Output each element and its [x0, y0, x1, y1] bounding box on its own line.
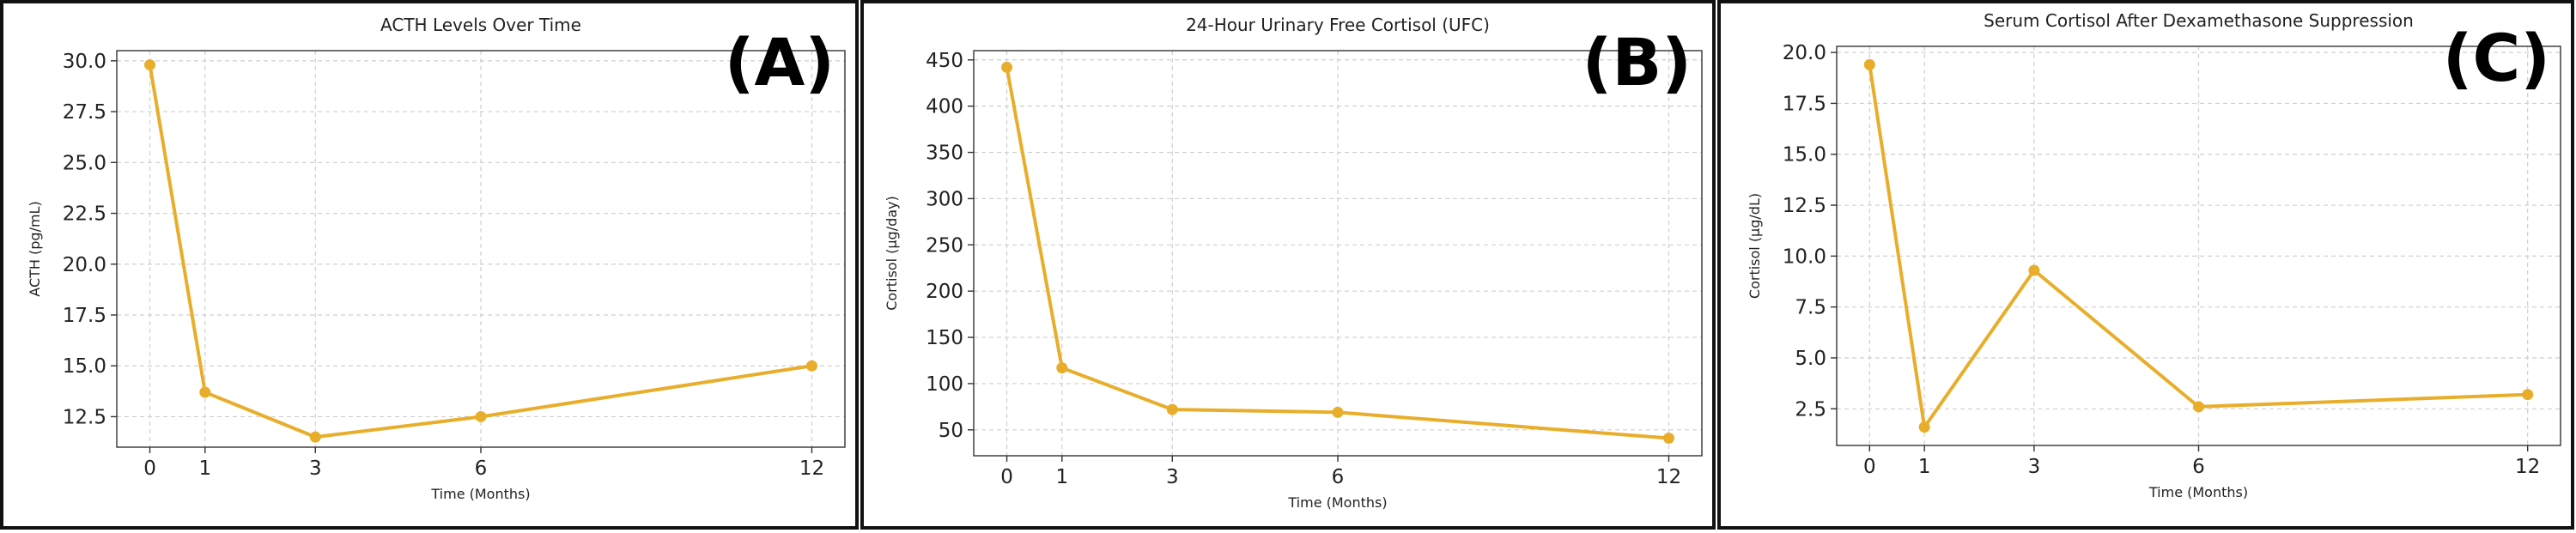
data-point — [144, 59, 156, 71]
chart-panel-a: 0 1 3 6 12 12.5 15.0 17.5 20.0 22.5 25.0 27.5 30.0 AC… — [0, 0, 859, 530]
y-tick-label: 15.0 — [63, 355, 106, 378]
y-tick-label: 350 — [926, 142, 963, 165]
data-point — [309, 431, 321, 443]
data-point — [199, 386, 211, 398]
x-tick-label: 6 — [2192, 456, 2205, 478]
chart-title: Serum Cortisol After Dexamethasone Suppr… — [1984, 10, 2414, 31]
y-tick-label: 20.0 — [63, 254, 106, 276]
y-tick-label: 200 — [926, 281, 963, 303]
y-tick-label: 5.0 — [1795, 348, 1826, 370]
x-tick-label: 12 — [1656, 466, 1681, 488]
data-point — [2193, 401, 2204, 413]
y-tick-label: 50 — [939, 420, 963, 442]
y-tick-label: 7.5 — [1795, 297, 1826, 319]
data-point — [1918, 421, 1930, 433]
grid — [974, 51, 1702, 456]
x-tick-label: 6 — [1332, 466, 1345, 488]
y-tick-label: 150 — [926, 327, 963, 349]
data-point — [1056, 362, 1068, 374]
chart-panel-b: 0 1 3 6 12 50 100 150 200 250 300 350 400 450 24-Hour … — [860, 0, 1716, 530]
y-tick-label: 20.0 — [1783, 42, 1826, 64]
y-tick-label: 15.0 — [1783, 144, 1826, 167]
panel-letter: (C) — [2443, 20, 2550, 96]
x-tick-label: 0 — [1000, 466, 1013, 488]
data-point — [1001, 61, 1013, 73]
x-tick-label: 6 — [475, 457, 488, 480]
x-tick-label: 1 — [1918, 456, 1931, 478]
y-tick-label: 17.5 — [1783, 93, 1826, 115]
y-tick-label: 12.5 — [63, 406, 106, 428]
y-tick-label: 2.5 — [1795, 398, 1826, 421]
x-axis-label: Time (Months) — [2148, 484, 2248, 500]
x-tick-label: 1 — [198, 457, 211, 480]
x-tick-label: 3 — [1166, 466, 1179, 488]
panel-letter: (B) — [1583, 24, 1692, 100]
y-tick-label: 27.5 — [63, 101, 106, 124]
data-point — [475, 410, 487, 422]
data-point — [1332, 406, 1344, 418]
x-tick-label: 3 — [309, 457, 322, 480]
chart-title: ACTH Levels Over Time — [380, 15, 581, 35]
panel-letter: (A) — [725, 24, 835, 100]
data-point — [1863, 58, 1875, 70]
data-point — [1662, 433, 1674, 445]
y-tick-label: 100 — [926, 373, 963, 396]
chart-title: 24-Hour Urinary Free Cortisol (UFC) — [1186, 15, 1490, 35]
grid — [117, 51, 845, 447]
x-tick-label: 0 — [143, 457, 156, 480]
chart-b: 0 1 3 6 12 50 100 150 200 250 300 350 400 450 24-Hour … — [884, 15, 1703, 511]
y-tick-label: 300 — [926, 188, 963, 210]
y-tick-label: 25.0 — [63, 152, 106, 174]
x-tick-label: 12 — [799, 457, 824, 480]
data-point — [2028, 264, 2040, 276]
x-tick-label: 1 — [1055, 466, 1068, 488]
y-tick-label: 12.5 — [1783, 195, 1826, 217]
data-point — [1166, 403, 1178, 415]
chart-c: 0 1 3 6 12 2.5 5.0 7.5 10.0 12.5 15.0 17.5 20.0 Serum… — [1747, 10, 2561, 500]
data-point — [2522, 389, 2534, 401]
y-tick-label: 22.5 — [63, 203, 106, 226]
y-tick-label: 450 — [926, 50, 963, 72]
x-tick-label: 12 — [2515, 456, 2540, 478]
chart-panel-c: 0 1 3 6 12 2.5 5.0 7.5 10.0 12.5 15.0 17.5 20.0 Serum… — [1717, 0, 2574, 530]
plot-area-frame — [116, 50, 846, 448]
y-tick-label: 17.5 — [63, 305, 106, 327]
plot-area-frame — [1836, 45, 2561, 446]
chart-a: 0 1 3 6 12 12.5 15.0 17.5 20.0 22.5 25.0 27.5 30.0 AC… — [27, 15, 846, 502]
y-axis-label: ACTH (pg/mL) — [27, 201, 43, 296]
x-tick-label: 3 — [2028, 456, 2041, 478]
x-axis-label: Time (Months) — [430, 486, 530, 502]
x-tick-label: 0 — [1863, 456, 1876, 478]
y-tick-label: 10.0 — [1783, 245, 1826, 268]
y-axis-label: Cortisol (µg/day) — [884, 196, 900, 311]
data-point — [805, 360, 817, 372]
grid — [1837, 46, 2561, 445]
y-tick-label: 250 — [926, 234, 963, 257]
x-axis-label: Time (Months) — [1287, 494, 1387, 511]
y-axis-label: Cortisol (µg/dL) — [1747, 193, 1763, 299]
y-tick-label: 30.0 — [63, 51, 106, 73]
y-tick-label: 400 — [926, 96, 963, 118]
